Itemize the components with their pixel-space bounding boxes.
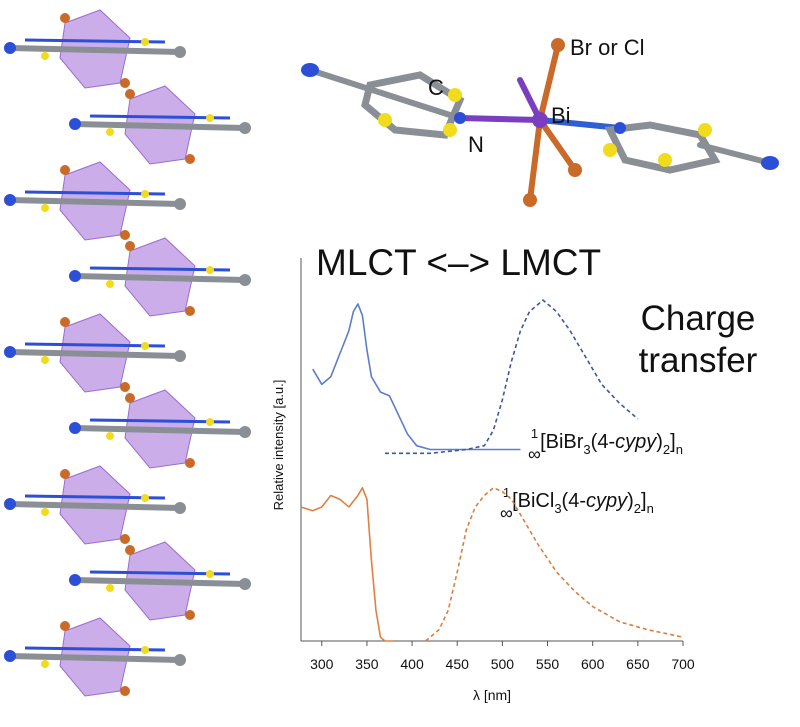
atom	[60, 621, 70, 631]
ligand	[74, 273, 246, 283]
ligand	[9, 349, 181, 359]
ligand	[9, 45, 181, 55]
spectrum-line	[384, 299, 639, 455]
atom	[4, 346, 16, 358]
compound-label: ∞1 [BiCl3(4-cypy)2]n	[500, 485, 654, 523]
atom	[206, 114, 214, 122]
atom	[239, 578, 251, 590]
atom	[239, 426, 251, 438]
atom	[125, 241, 135, 251]
x-axis-label: λ [nm]	[473, 687, 511, 703]
atom	[41, 660, 49, 668]
atom	[141, 342, 149, 350]
atom	[106, 128, 114, 136]
atom	[60, 13, 70, 23]
chart-title: MLCT <–> LMCT	[316, 242, 601, 283]
atom	[4, 194, 16, 206]
spectrum-line	[425, 487, 684, 642]
atom	[141, 494, 149, 502]
atom	[174, 654, 186, 666]
atom	[106, 432, 114, 440]
ligand	[9, 653, 181, 663]
atom	[106, 584, 114, 592]
atom	[125, 89, 135, 99]
atom	[69, 422, 81, 434]
atom	[206, 418, 214, 426]
atom	[69, 574, 81, 586]
atom	[125, 545, 135, 555]
y-axis-label: Relative intensity [a.u.]	[271, 380, 286, 511]
atom	[41, 204, 49, 212]
atom	[141, 190, 149, 198]
x-tick-label: 500	[491, 656, 515, 672]
atom	[120, 382, 130, 392]
atom	[120, 78, 130, 88]
annotation: Charge	[641, 299, 756, 338]
ligand	[9, 197, 181, 207]
ligand	[74, 121, 246, 131]
atom	[239, 274, 251, 286]
molecule-label: N	[468, 132, 484, 157]
crystal-chain	[4, 9, 251, 697]
atom	[185, 154, 195, 164]
atom	[4, 498, 16, 510]
x-tick-label: 450	[446, 656, 470, 672]
plot: 300 350 400 450 500 550 600 650 700	[300, 299, 695, 672]
x-tick-label: 600	[581, 656, 605, 672]
compound-label: ∞1 [BiBr3(4-cypy)2]n	[528, 426, 683, 464]
spectrum-line	[312, 303, 521, 451]
x-tick-label: 700	[671, 656, 695, 672]
molecule-label: Bi	[551, 103, 571, 128]
annotation: transfer	[639, 341, 758, 380]
atom	[206, 266, 214, 274]
x-tick-label: 350	[355, 656, 379, 672]
atom	[185, 306, 195, 316]
atom	[41, 508, 49, 516]
atom	[125, 393, 135, 403]
ligand	[9, 501, 181, 511]
atom	[60, 165, 70, 175]
atom	[174, 198, 186, 210]
atom	[120, 534, 130, 544]
atom	[106, 280, 114, 288]
molecule	[301, 38, 779, 207]
x-tick-label: 550	[536, 656, 560, 672]
atom	[60, 469, 70, 479]
atom	[69, 118, 81, 130]
spectrum-line	[300, 487, 395, 642]
ligand	[74, 577, 246, 587]
atom	[120, 230, 130, 240]
x-tick-label: 400	[400, 656, 424, 672]
ligand	[74, 425, 246, 435]
atom	[4, 650, 16, 662]
atom	[239, 122, 251, 134]
x-tick-label: 650	[626, 656, 650, 672]
x-tick-label: 300	[310, 656, 334, 672]
atom	[41, 52, 49, 60]
atom	[120, 686, 130, 696]
atom	[206, 570, 214, 578]
atom	[141, 646, 149, 654]
atom	[60, 317, 70, 327]
atom	[174, 46, 186, 58]
atom	[174, 502, 186, 514]
molecule-label: Br or Cl	[570, 35, 645, 60]
atom	[185, 458, 195, 468]
atom	[185, 610, 195, 620]
atom	[41, 356, 49, 364]
molecule-label: C	[428, 75, 444, 100]
atom	[141, 38, 149, 46]
atom	[174, 350, 186, 362]
atom	[69, 270, 81, 282]
atom	[4, 42, 16, 54]
